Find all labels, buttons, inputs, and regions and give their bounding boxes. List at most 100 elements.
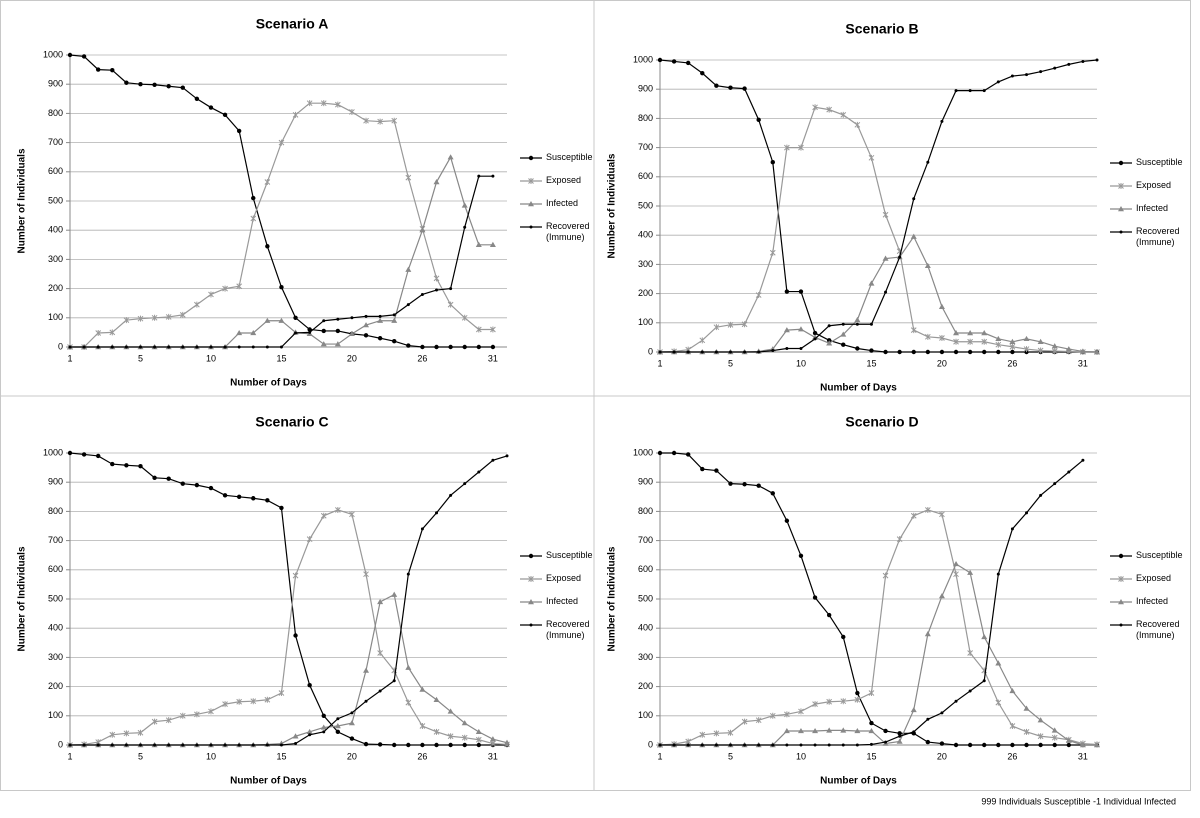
marker <box>292 733 299 739</box>
x-tick-label: 31 <box>488 353 498 363</box>
marker <box>700 466 705 472</box>
marker <box>68 345 72 349</box>
marker <box>671 450 677 456</box>
marker <box>264 179 271 186</box>
marker <box>840 698 847 705</box>
marker <box>1010 74 1014 78</box>
marker <box>699 731 706 738</box>
marker <box>939 741 945 746</box>
series-markers <box>68 454 509 747</box>
marker <box>179 712 186 719</box>
y-tick-label: 0 <box>648 739 653 749</box>
series-markers <box>67 591 510 748</box>
marker <box>967 349 973 355</box>
y-tick-label: 800 <box>48 108 63 118</box>
marker <box>250 215 257 222</box>
legend-label: Susceptible <box>1136 157 1183 167</box>
marker <box>463 482 467 486</box>
series-markers <box>657 450 1100 748</box>
marker <box>434 344 439 350</box>
marker <box>855 322 859 326</box>
marker <box>334 723 341 729</box>
y-tick-label: 500 <box>638 593 653 603</box>
marker <box>1051 343 1058 349</box>
marker <box>306 100 313 107</box>
marker <box>491 458 495 462</box>
marker <box>1009 343 1016 350</box>
marker <box>208 485 214 491</box>
marker <box>179 311 186 318</box>
marker <box>743 743 747 747</box>
legend-label: Susceptible <box>546 550 593 560</box>
marker <box>406 343 411 348</box>
x-tick-label: 5 <box>728 358 733 368</box>
legend-label: Recovered (Immune) <box>546 221 590 242</box>
marker <box>364 314 368 318</box>
marker <box>812 701 818 708</box>
marker <box>251 496 256 501</box>
marker <box>1023 346 1030 353</box>
marker <box>700 743 704 747</box>
marker <box>869 742 873 746</box>
marker <box>153 743 157 747</box>
marker <box>528 599 534 605</box>
legend-label: Recovered (Immune) <box>1136 226 1180 247</box>
y-tick-label: 600 <box>638 564 653 574</box>
legend-entry: Susceptible <box>1136 157 1183 167</box>
marker <box>528 553 534 559</box>
chart-title: Scenario D <box>845 414 918 430</box>
marker <box>208 708 214 715</box>
y-axis-label: Number of Individuals <box>17 546 28 651</box>
marker <box>798 289 804 294</box>
marker <box>812 330 818 336</box>
marker <box>826 612 832 618</box>
marker <box>968 89 972 93</box>
marker <box>1118 599 1124 605</box>
y-tick-label: 900 <box>638 477 653 487</box>
marker <box>869 348 874 353</box>
marker <box>784 711 790 718</box>
marker <box>840 111 847 118</box>
marker <box>827 743 831 747</box>
legend-label: Susceptible <box>546 152 593 162</box>
marker <box>1039 70 1043 74</box>
marker <box>491 174 495 178</box>
marker <box>827 324 831 328</box>
marker <box>363 667 370 673</box>
marker <box>251 743 255 747</box>
legend-label: Infected <box>1136 203 1169 213</box>
marker <box>528 178 534 184</box>
marker <box>924 631 931 637</box>
marker <box>714 743 718 747</box>
marker <box>306 536 313 543</box>
y-tick-label: 200 <box>48 681 63 691</box>
marker <box>420 292 424 296</box>
marker <box>982 349 987 355</box>
marker <box>529 623 533 627</box>
marker <box>264 696 271 703</box>
marker <box>349 736 355 741</box>
marker <box>279 284 284 290</box>
legend-entry: Infected <box>1136 203 1169 213</box>
marker <box>1118 183 1124 189</box>
y-tick-label: 800 <box>48 506 63 516</box>
marker <box>363 322 370 328</box>
marker <box>938 303 945 309</box>
marker <box>293 315 298 320</box>
marker <box>237 345 241 349</box>
legend-entry: Exposed <box>546 175 581 185</box>
marker <box>307 682 312 688</box>
marker <box>1025 511 1029 515</box>
series-line <box>660 235 1098 353</box>
marker <box>250 329 257 336</box>
marker <box>461 734 468 741</box>
y-tick-label: 400 <box>638 230 653 240</box>
marker <box>897 731 902 736</box>
marker <box>321 713 326 718</box>
marker <box>475 728 482 735</box>
y-tick-label: 200 <box>638 681 653 691</box>
marker <box>181 743 185 747</box>
y-tick-label: 900 <box>48 477 63 487</box>
marker <box>265 345 269 349</box>
